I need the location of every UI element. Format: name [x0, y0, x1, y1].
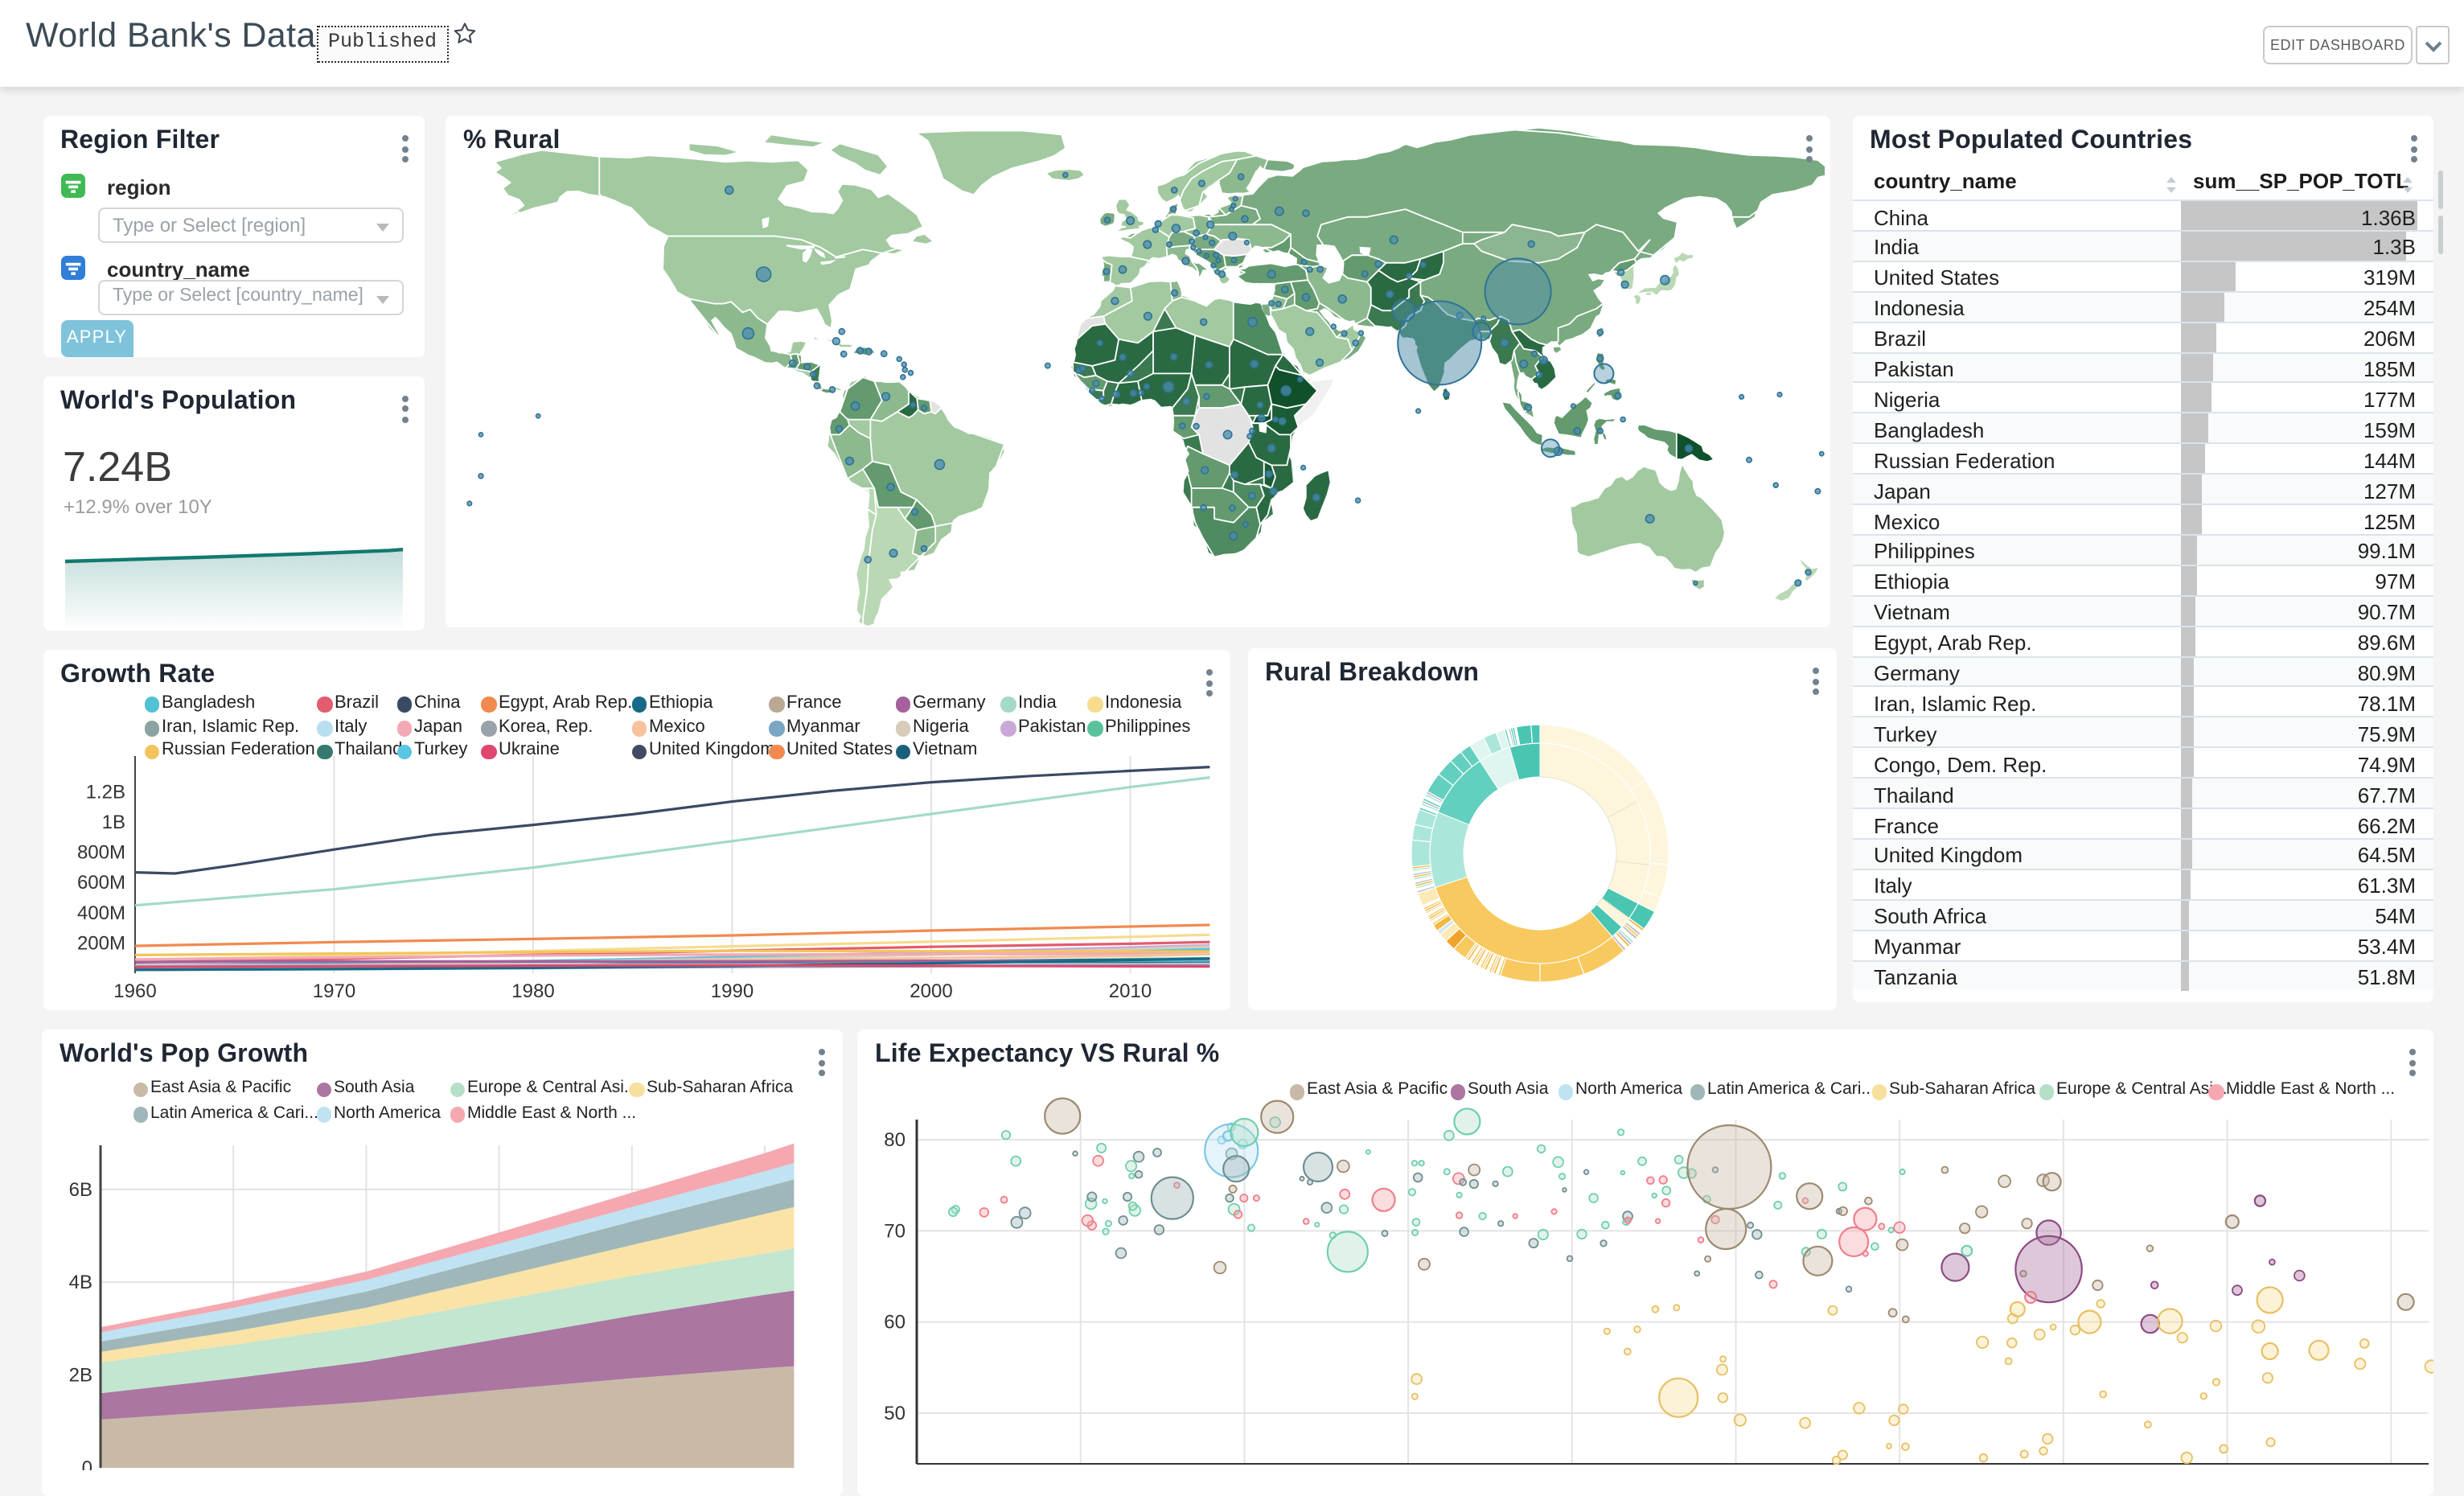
svg-text:80: 80 — [2216, 1468, 2238, 1470]
svg-text:1960: 1960 — [113, 980, 155, 1002]
svg-text:2010: 2010 — [743, 1468, 786, 1470]
svg-text:70: 70 — [884, 1220, 906, 1242]
svg-text:400M: 400M — [76, 902, 125, 924]
svg-text:60: 60 — [884, 1312, 906, 1334]
svg-text:20: 20 — [1234, 1468, 1255, 1470]
svg-text:1.2B: 1.2B — [85, 781, 125, 803]
svg-text:10: 10 — [1070, 1468, 1091, 1470]
svg-text:4B: 4B — [69, 1272, 92, 1293]
svg-text:0: 0 — [82, 1457, 92, 1470]
svg-text:0: 0 — [911, 1468, 922, 1470]
svg-text:200M: 200M — [76, 932, 125, 954]
svg-text:1980: 1980 — [511, 980, 553, 1002]
svg-text:2000: 2000 — [909, 980, 951, 1002]
svg-text:800M: 800M — [76, 842, 125, 864]
svg-text:1980: 1980 — [345, 1468, 388, 1470]
svg-text:30: 30 — [1398, 1468, 1419, 1470]
svg-text:70: 70 — [2053, 1468, 2075, 1470]
svg-text:1960: 1960 — [79, 1468, 121, 1470]
svg-text:1B: 1B — [101, 812, 125, 833]
svg-text:50: 50 — [884, 1403, 906, 1424]
svg-text:50: 50 — [1725, 1468, 1747, 1470]
svg-text:2000: 2000 — [610, 1468, 653, 1470]
svg-text:1970: 1970 — [312, 980, 355, 1002]
svg-text:2B: 2B — [69, 1365, 92, 1387]
svg-text:90: 90 — [2380, 1468, 2402, 1470]
svg-text:60: 60 — [1889, 1468, 1911, 1470]
svg-text:80: 80 — [884, 1129, 906, 1151]
svg-text:1990: 1990 — [710, 980, 753, 1002]
svg-text:6B: 6B — [69, 1179, 92, 1201]
svg-text:600M: 600M — [76, 872, 125, 894]
svg-text:2010: 2010 — [1108, 980, 1151, 1002]
svg-text:40: 40 — [1561, 1468, 1583, 1470]
svg-text:1970: 1970 — [212, 1468, 255, 1470]
svg-text:1990: 1990 — [478, 1468, 520, 1470]
